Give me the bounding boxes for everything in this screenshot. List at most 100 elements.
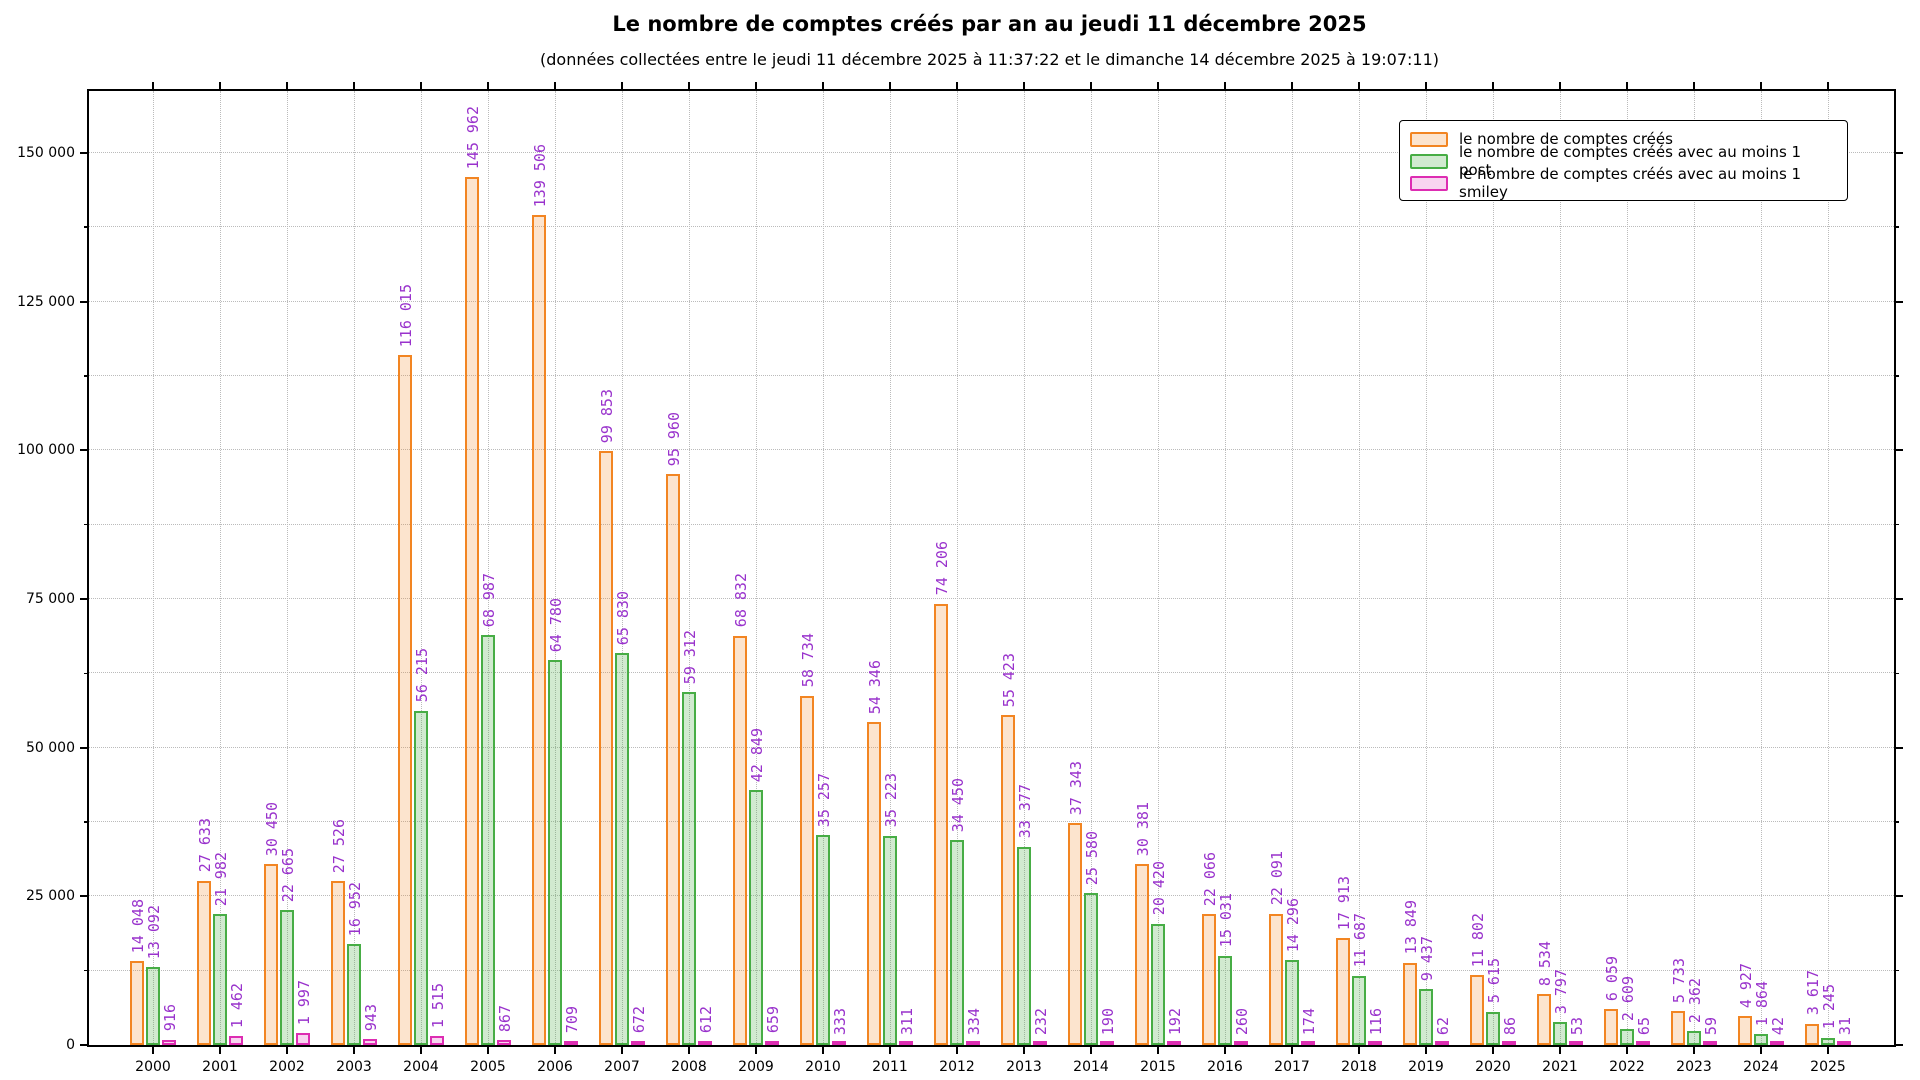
bar-label-created-2013: 55 423 (1000, 653, 1018, 707)
gridline-horizontal (89, 523, 1894, 525)
bar-label-smiley-2025: 31 (1836, 1017, 1854, 1035)
bar-value-created-2008: 95 960 (665, 412, 683, 467)
legend-label-smiley: le nombre de comptes créés avec au moins… (1459, 165, 1802, 201)
bar-label-post-2020: 5 615 (1485, 958, 1503, 1003)
gridline-vertical (287, 91, 288, 1045)
bar-label-post-2010: 35 257 (815, 773, 833, 827)
bar-created-2004 (398, 355, 412, 1045)
x-tick-top (353, 82, 355, 89)
x-tick-top (554, 82, 556, 89)
bar-created-2006 (532, 215, 546, 1045)
gridline-vertical (890, 91, 891, 1045)
x-tick-label: 2013 (1006, 1059, 1042, 1075)
bar-created-2011 (867, 721, 881, 1045)
bar-label-post-2003: 16 952 (346, 882, 364, 936)
x-tick-top (420, 82, 422, 89)
gridline-horizontal (89, 820, 1894, 822)
bar-value-created-2014: 37 343 (1067, 760, 1085, 815)
bar-smiley-2002 (296, 1033, 310, 1045)
bar-label-smiley-2014: 190 (1099, 1008, 1117, 1035)
bar-created-2012 (934, 603, 948, 1045)
bar-value-smiley-2006: 709 (563, 1005, 581, 1033)
gridline-vertical (1158, 91, 1159, 1045)
bar-value-post-2011: 35 223 (882, 773, 900, 828)
bar-value-smiley-2012: 334 (965, 1007, 983, 1035)
y-tick-label: 100 000 (17, 442, 75, 459)
y-tick-label: 25 000 (26, 888, 75, 905)
x-tick-bottom (286, 1047, 288, 1054)
x-tick-bottom (219, 1047, 221, 1054)
bar-smiley-2014 (1100, 1041, 1114, 1045)
x-tick-bottom (688, 1047, 690, 1054)
x-tick-top (956, 82, 958, 89)
bar-smiley-2005 (497, 1039, 511, 1045)
bar-smiley-2023 (1703, 1041, 1717, 1045)
x-tick-label: 2017 (1274, 1059, 1310, 1075)
bar-value-post-2015: 20 420 (1150, 861, 1168, 916)
bar-label-post-2019: 9 437 (1418, 936, 1436, 981)
y-major-tick-left (80, 151, 89, 154)
x-tick-top (621, 82, 623, 89)
bar-label-smiley-2021: 53 (1568, 1017, 1586, 1035)
bar-value-smiley-2015: 192 (1166, 1007, 1184, 1035)
gridline-vertical (756, 91, 757, 1045)
x-tick-bottom (1559, 1047, 1561, 1054)
bar-created-2008 (666, 474, 680, 1045)
bar-label-post-2011: 35 223 (882, 773, 900, 827)
gridline-vertical (1828, 91, 1829, 1045)
bar-created-2016 (1202, 913, 1216, 1045)
bar-smiley-2008 (698, 1041, 712, 1045)
bar-value-smiley-2017: 174 (1300, 1007, 1318, 1035)
bar-value-created-2012: 74 206 (933, 541, 951, 596)
bar-value-created-2013: 55 423 (1000, 653, 1018, 708)
gridline-vertical (220, 91, 221, 1045)
bar-label-post-2002: 22 665 (279, 848, 297, 902)
bar-smiley-2012 (966, 1041, 980, 1045)
x-tick-label: 2003 (336, 1059, 372, 1075)
x-tick-label: 2015 (1140, 1059, 1176, 1075)
bar-smiley-2007 (631, 1041, 645, 1045)
x-tick-top (219, 82, 221, 89)
chart-title: Le nombre de comptes créés par an au jeu… (612, 12, 1367, 36)
x-tick-label: 2021 (1542, 1059, 1578, 1075)
bar-value-post-2000: 13 092 (145, 904, 163, 960)
gridline-vertical (823, 91, 824, 1045)
x-tick-top (688, 82, 690, 89)
plot-area: le nombre de comptes créés le nombre de … (17, 82, 1903, 1075)
bar-label-smiley-2023: 59 (1702, 1017, 1720, 1035)
bar-created-2025 (1805, 1023, 1819, 1045)
bar-post-2017 (1285, 959, 1299, 1045)
x-tick-top (755, 82, 757, 89)
bar-created-2009 (733, 635, 747, 1045)
y-major-tick-right (1894, 746, 1903, 749)
bar-created-2014 (1068, 822, 1082, 1045)
bar-label-smiley-2004: 1 515 (429, 983, 447, 1028)
bar-label-created-2015: 30 381 (1134, 802, 1152, 856)
y-minor-tick-left (84, 969, 89, 972)
bar-created-2024 (1738, 1015, 1752, 1045)
bar-created-2019 (1403, 962, 1417, 1045)
bar-value-post-2017: 14 296 (1284, 897, 1302, 952)
y-minor-tick-right (1894, 523, 1899, 526)
bar-label-created-2012: 74 206 (933, 541, 951, 595)
bar-value-post-2004: 56 215 (413, 648, 431, 703)
bar-value-post-2013: 33 377 (1016, 784, 1034, 839)
bar-value-created-2015: 30 381 (1134, 802, 1152, 857)
bar-smiley-2001 (229, 1036, 243, 1045)
bar-value-smiley-2011: 311 (898, 1007, 916, 1035)
legend: le nombre de comptes créés le nombre de … (1399, 120, 1848, 201)
x-tick-top (1760, 82, 1762, 89)
bar-post-2008 (682, 692, 696, 1045)
x-tick-label: 2012 (939, 1059, 975, 1075)
gridline-horizontal (89, 672, 1894, 674)
bar-created-2021 (1537, 994, 1551, 1045)
bar-value-smiley-2000: 916 (161, 1004, 179, 1032)
bar-post-2011 (883, 835, 897, 1045)
x-tick-bottom (1626, 1047, 1628, 1054)
gridline-horizontal (89, 895, 1894, 897)
bar-value-post-2018: 11 687 (1351, 913, 1369, 968)
bar-smiley-2009 (765, 1041, 779, 1045)
bar-label-post-2013: 33 377 (1016, 784, 1034, 838)
x-tick-bottom (1291, 1047, 1293, 1054)
x-tick-bottom (1827, 1047, 1829, 1054)
